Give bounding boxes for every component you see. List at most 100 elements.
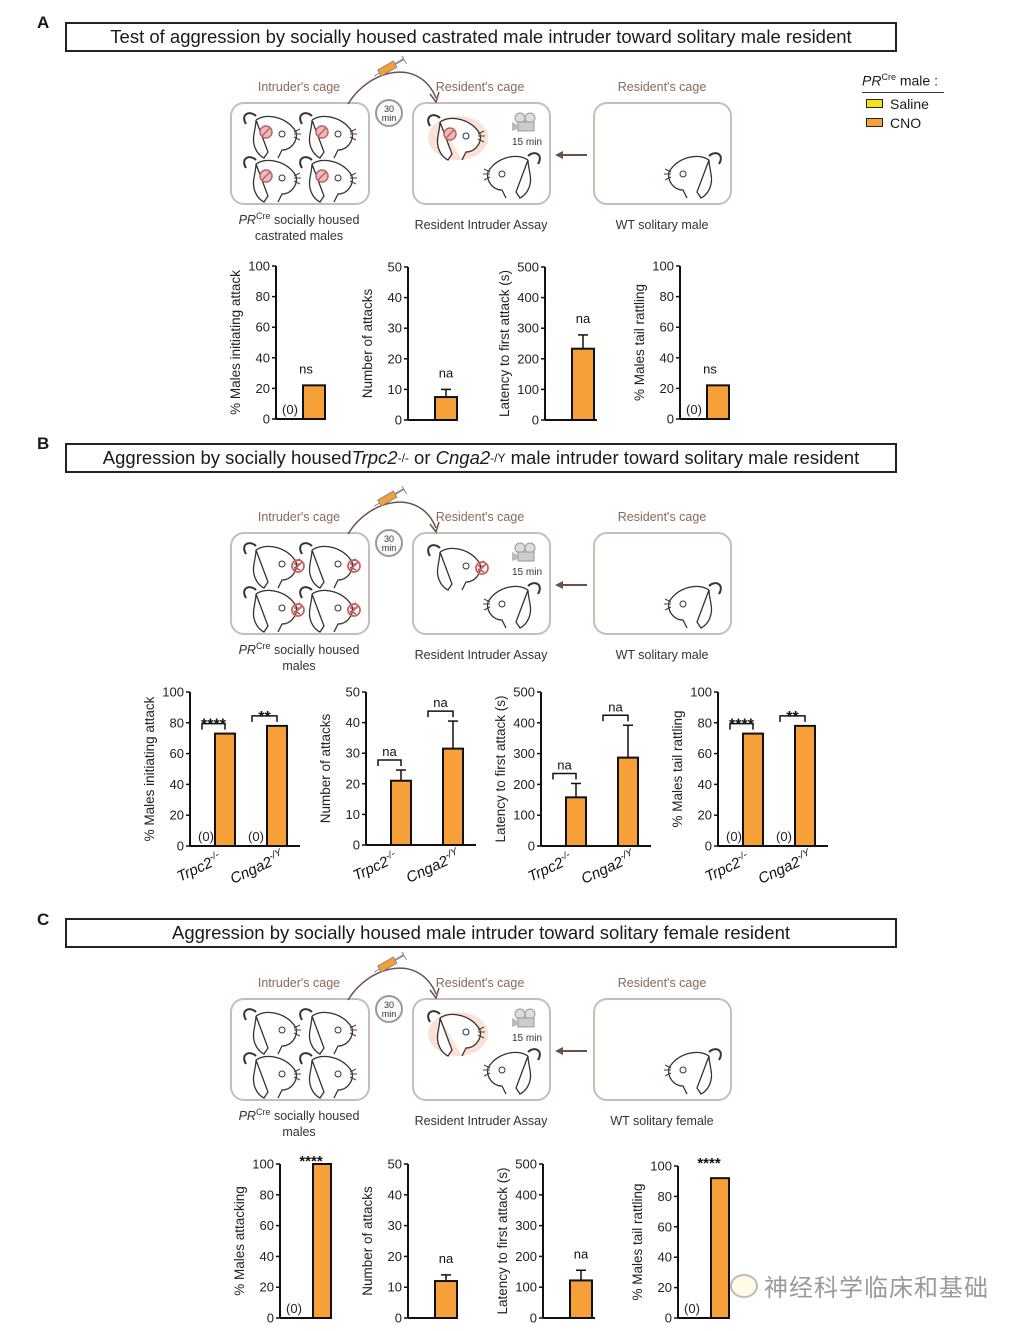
legend-label-cno: CNO [890,114,922,131]
video-camera-icon [512,542,538,562]
wt-mouse-icon [657,580,727,637]
intruder-cage [230,532,370,635]
legend-header-sup: Cre [881,72,896,82]
bar-cno [302,384,326,420]
significance-label: na [439,365,454,380]
title-b-sup1: -/- [397,451,409,465]
significance-label: ** [258,709,271,726]
y-axis-label: Latency to first attack (s) [497,270,512,417]
y-tick-label: 80 [660,289,674,304]
significance-label: na [608,699,623,714]
stopwatch-icon: 30 min [375,99,403,127]
resident-cage-label: Resident's cage [435,976,525,990]
y-tick-label: 500 [513,685,535,700]
timer-value: 30 [383,104,394,114]
watermark: 神经科学临床和基础 [730,1268,989,1303]
panel-a-title: Test of aggression by socially housed ca… [65,22,897,52]
timer-unit: min [381,1009,397,1019]
legend-swatch-saline [866,99,883,109]
significance-bracket [602,714,629,722]
category-gene: Cnga2 [404,852,452,886]
significance-label: na [576,311,591,326]
assay-caption: Resident Intruder Assay [414,648,548,662]
resident-cage-label: Resident's cage [435,510,525,524]
y-tick-label: 80 [260,1187,274,1202]
y-tick-label: 40 [658,1250,672,1265]
y-axis-label: Latency to first attack (s) [495,1167,510,1314]
significance-bracket [427,710,454,718]
y-tick-label: 60 [256,320,270,335]
legend-header: PRCre male : [862,72,944,93]
wt-cage [593,102,732,205]
mouse-icon [294,1006,364,1063]
transfer-arrow [347,967,440,1001]
caption-sup: Cre [255,1107,271,1117]
y-tick-label: 0 [532,413,539,428]
legend-label-saline: Saline [890,95,929,112]
left-arrow-icon [555,1047,587,1055]
y-tick-label: 10 [388,382,402,397]
category-genotype-sup: -/Y [267,847,284,863]
y-tick-label: 0 [267,1311,274,1326]
wt-cage [593,998,732,1101]
significance-label: na [382,744,397,759]
significance-label: na [557,757,572,772]
y-axis-label: Latency to first attack (s) [493,695,508,842]
significance-label: ns [703,361,717,376]
y-tick-label: 200 [517,351,539,366]
mouse-icon [294,1050,364,1107]
y-tick-label: 0 [705,839,712,854]
intruder-caption: PRCre socially housed males [209,1104,389,1140]
mouse-icon [294,154,364,211]
y-tick-label: 0 [263,412,270,427]
mouse-icon [238,1050,308,1107]
resident-mouse-icon [476,580,546,637]
timer-value: 30 [383,1000,394,1010]
y-tick-label: 80 [698,715,712,730]
wt-cage-label: Resident's cage [617,80,707,94]
resident-mouse-icon [476,150,546,207]
y-tick-label: 100 [652,259,674,274]
intruder-cage [230,102,370,205]
y-tick-label: 200 [513,777,535,792]
left-arrow-icon [555,151,587,159]
resident-cage-label: Resident's cage [435,80,525,94]
y-axis-label: Number of attacks [318,713,333,823]
y-tick-label: 0 [395,1311,402,1326]
caption-rest: socially housed [270,213,360,228]
significance-label: na [439,1251,454,1266]
intruder-caption: PRCre socially housed castrated males [209,208,389,244]
y-tick-label: 20 [260,1280,274,1295]
bar-cno [794,724,816,848]
stopwatch-icon: 30 min [375,995,403,1023]
title-b-sup2: -/Y [490,451,506,465]
bar-cno [312,1163,332,1319]
title-b-part1: Aggression by socially housed [102,447,352,468]
wt-caption: WT solitary female [610,1114,714,1128]
y-tick-label: 0 [353,838,360,853]
title-b-gene1: Trpc2 [351,447,398,468]
bar-cno [569,1279,593,1319]
intruder-cage-label: Intruder's cage [257,510,341,524]
intruder-mouse-icon [422,112,492,169]
significance-bracket [552,772,577,780]
wt-caption: WT solitary male [615,648,709,662]
y-tick-label: 20 [660,381,674,396]
title-b-part2: or [408,447,436,468]
y-tick-label: 60 [170,746,184,761]
assay-caption: Resident Intruder Assay [414,1114,548,1128]
transfer-arrow [347,501,440,535]
y-tick-label: 40 [256,350,270,365]
syringe-icon [374,56,407,77]
y-tick-label: 0 [177,839,184,854]
y-tick-label: 30 [388,321,402,336]
intruder-mouse-icon [422,542,492,599]
panel-letter-b: B [37,434,50,453]
mouse-icon [294,110,364,167]
y-tick-label: 400 [513,715,535,730]
significance-label: ** [786,709,799,726]
y-tick-label: 100 [515,1280,537,1295]
category-genotype-sup: -/Y [443,846,460,862]
timer-value: 30 [383,534,394,544]
y-tick-label: 40 [388,1187,402,1202]
